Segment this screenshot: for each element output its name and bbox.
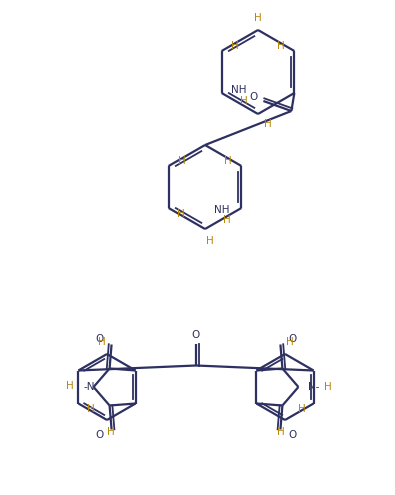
Text: O: O bbox=[96, 431, 104, 441]
Text: H: H bbox=[224, 215, 231, 225]
Text: H: H bbox=[240, 96, 248, 106]
Text: NH: NH bbox=[231, 85, 246, 95]
Text: H: H bbox=[66, 381, 73, 391]
Text: H: H bbox=[277, 427, 285, 437]
Text: H: H bbox=[324, 382, 332, 392]
Text: NH: NH bbox=[214, 205, 229, 215]
Text: H: H bbox=[177, 209, 184, 219]
Text: O: O bbox=[288, 431, 297, 441]
Text: H: H bbox=[286, 337, 294, 347]
Text: H: H bbox=[298, 403, 305, 413]
Text: O: O bbox=[249, 92, 258, 102]
Text: O: O bbox=[288, 334, 297, 344]
Text: H: H bbox=[87, 403, 94, 413]
Text: H: H bbox=[264, 119, 272, 129]
Text: O: O bbox=[192, 330, 200, 340]
Text: -N: -N bbox=[84, 382, 95, 392]
Text: H: H bbox=[254, 13, 262, 23]
Text: H: H bbox=[224, 156, 232, 166]
Text: H: H bbox=[98, 337, 106, 347]
Text: H: H bbox=[107, 427, 115, 437]
Text: H: H bbox=[278, 41, 285, 51]
Text: O: O bbox=[96, 334, 104, 344]
Text: H: H bbox=[231, 41, 239, 51]
Text: N-: N- bbox=[308, 382, 320, 392]
Text: H: H bbox=[178, 156, 186, 166]
Text: H: H bbox=[206, 236, 214, 246]
